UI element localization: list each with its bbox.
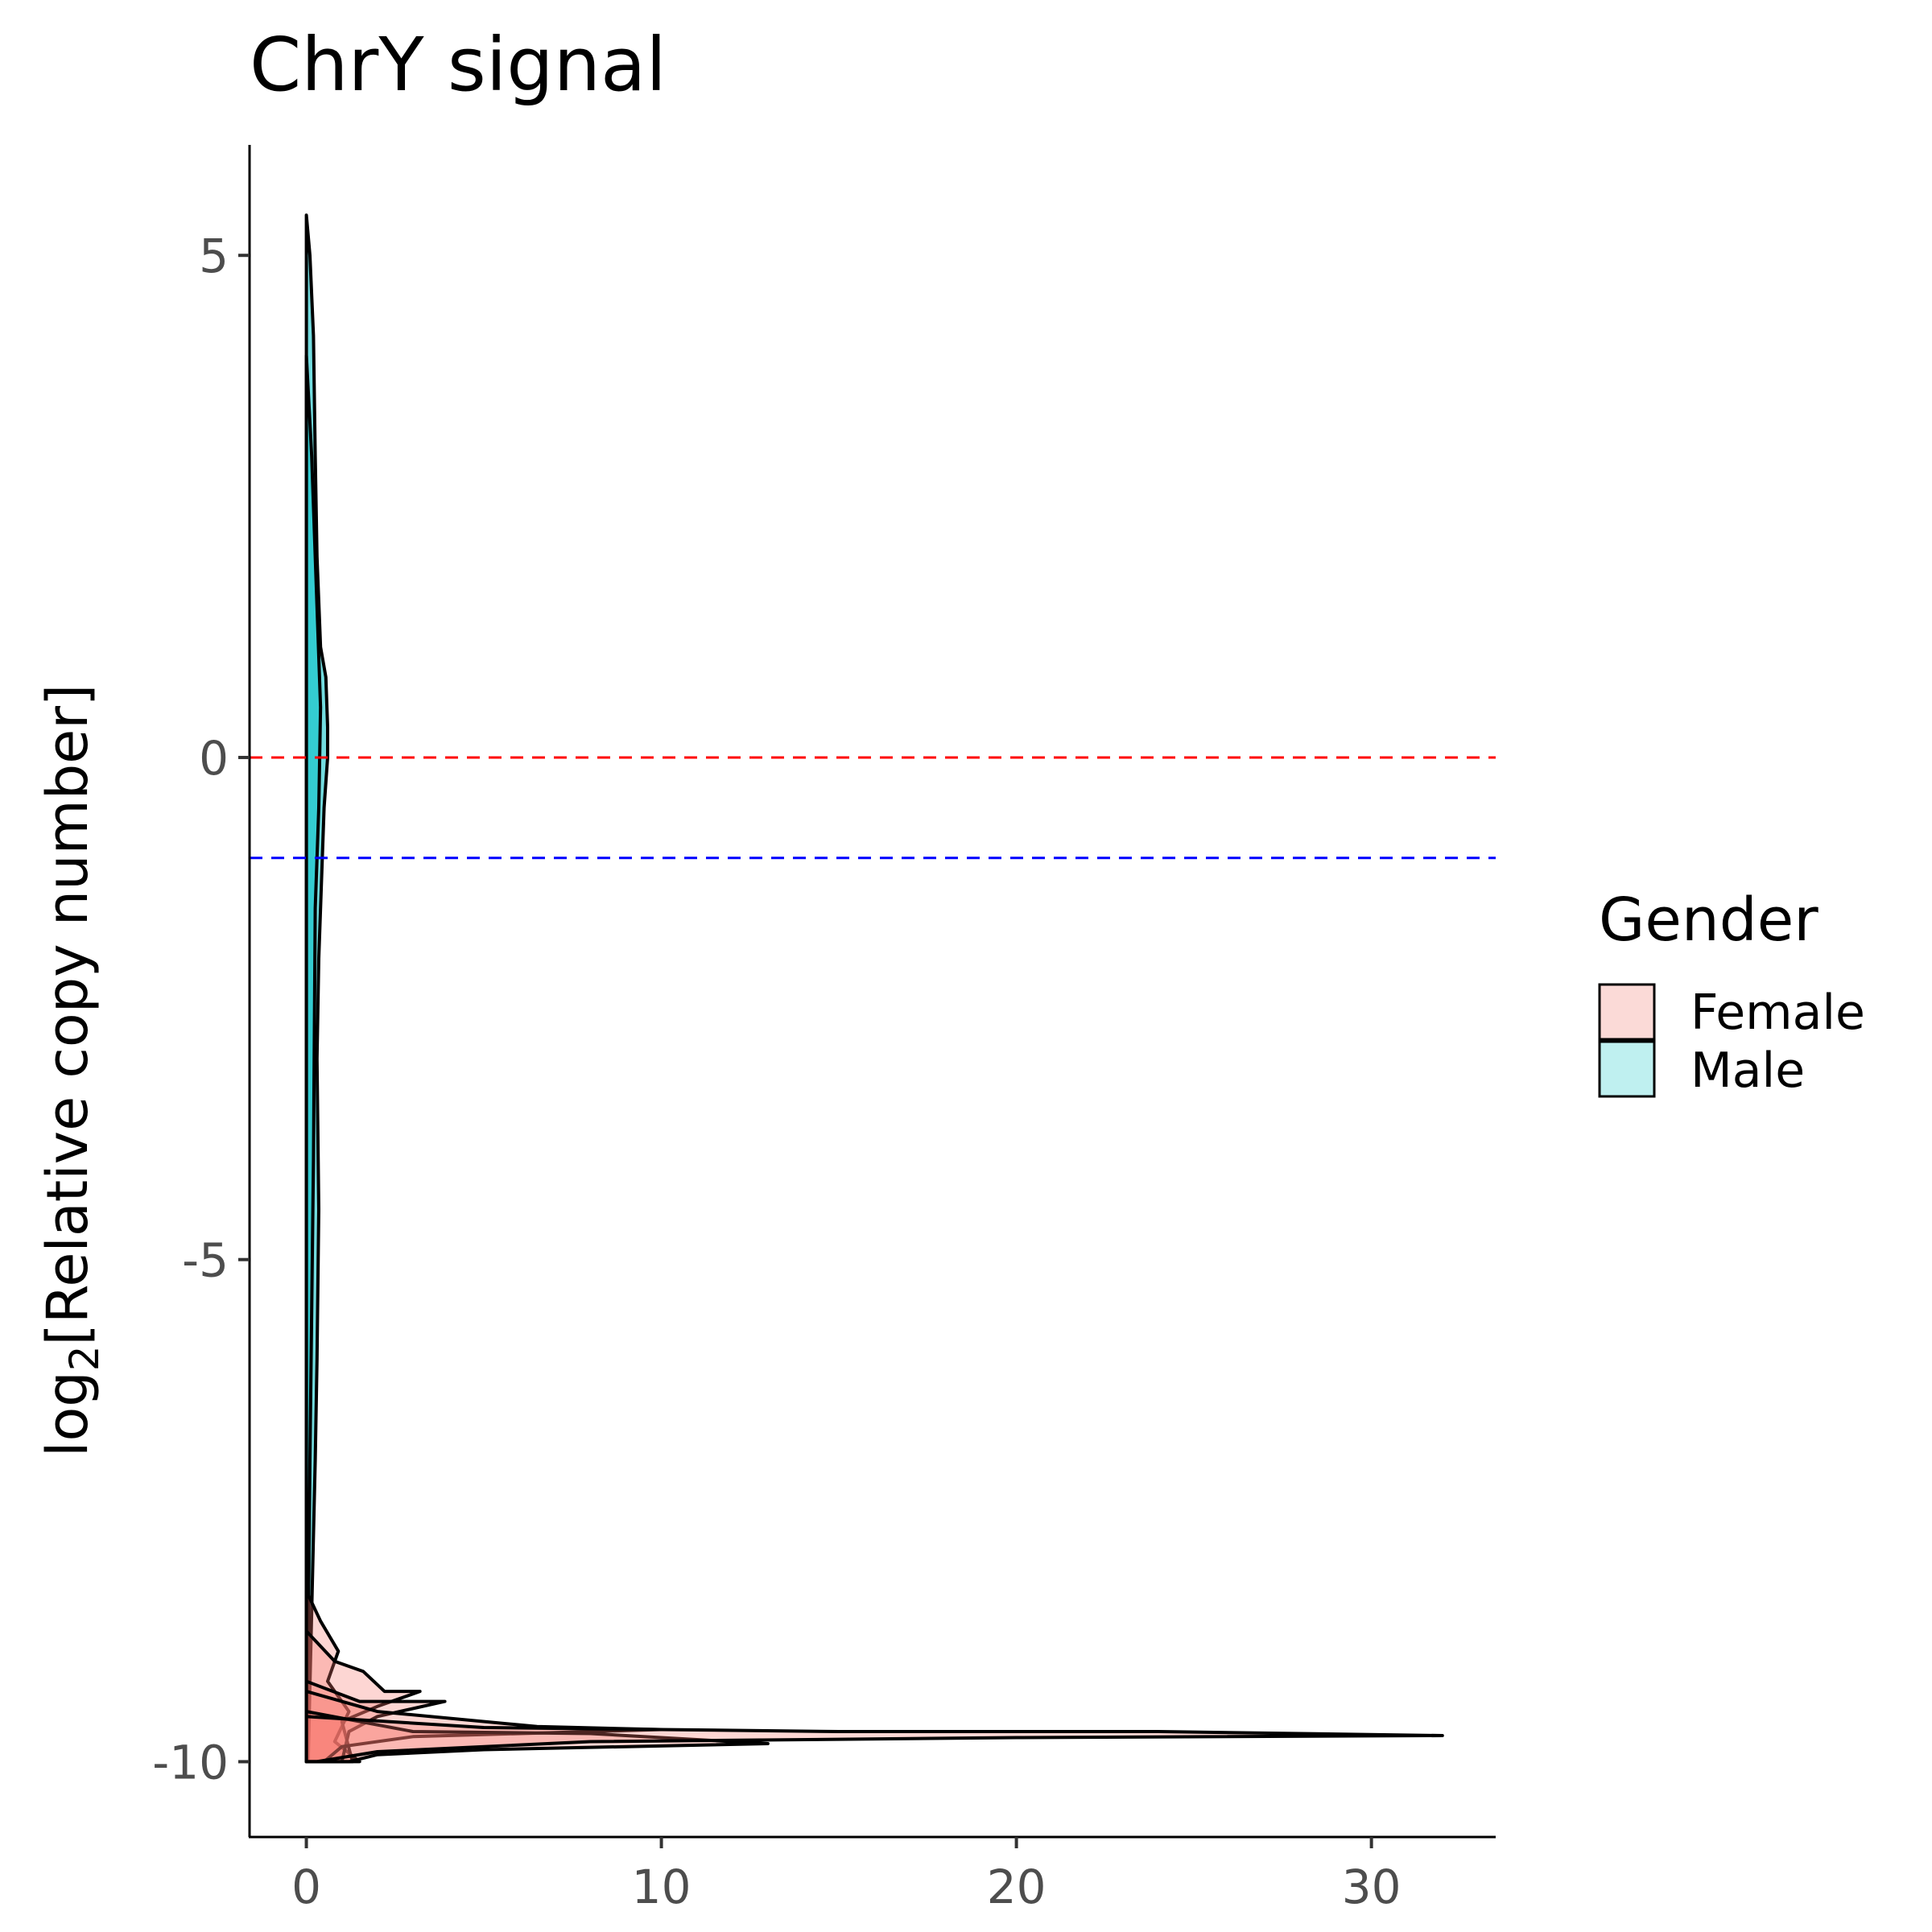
x-tick-label: 30 — [1342, 1860, 1402, 1914]
legend-title: Gender — [1599, 886, 1818, 955]
density-area-female-7 — [304, 1715, 1444, 1764]
y-tick-label: 0 — [199, 731, 229, 786]
x-tick-label: 0 — [291, 1860, 321, 1914]
density-areas — [304, 213, 1444, 1764]
y-axis-title: log2[Relative copy number] — [35, 684, 108, 1457]
y-axis-ticks: 5 0 -5 -10 — [152, 229, 250, 1790]
y-tick-label: -5 — [182, 1233, 229, 1288]
legend-swatch-female — [1598, 983, 1656, 1041]
legend-label-female: Female — [1690, 985, 1865, 1041]
legend: Gender Female Male — [1598, 886, 1865, 1099]
y-axis-title-rest: [Relative copy number] — [35, 684, 101, 1346]
y-tick-label: 5 — [199, 229, 229, 283]
x-tick-label: 10 — [632, 1860, 691, 1914]
y-axis-title-subscript: 2 — [61, 1345, 108, 1371]
chart-title: ChrY signal — [250, 22, 667, 108]
x-axis-ticks: 0 10 20 30 — [291, 1837, 1402, 1914]
y-tick-label: -10 — [152, 1735, 229, 1790]
legend-swatch-male — [1598, 1040, 1656, 1098]
x-tick-label: 20 — [987, 1860, 1046, 1914]
reference-lines — [250, 756, 1496, 860]
legend-label-male: Male — [1690, 1042, 1805, 1099]
y-axis-title-main: log — [35, 1371, 101, 1457]
